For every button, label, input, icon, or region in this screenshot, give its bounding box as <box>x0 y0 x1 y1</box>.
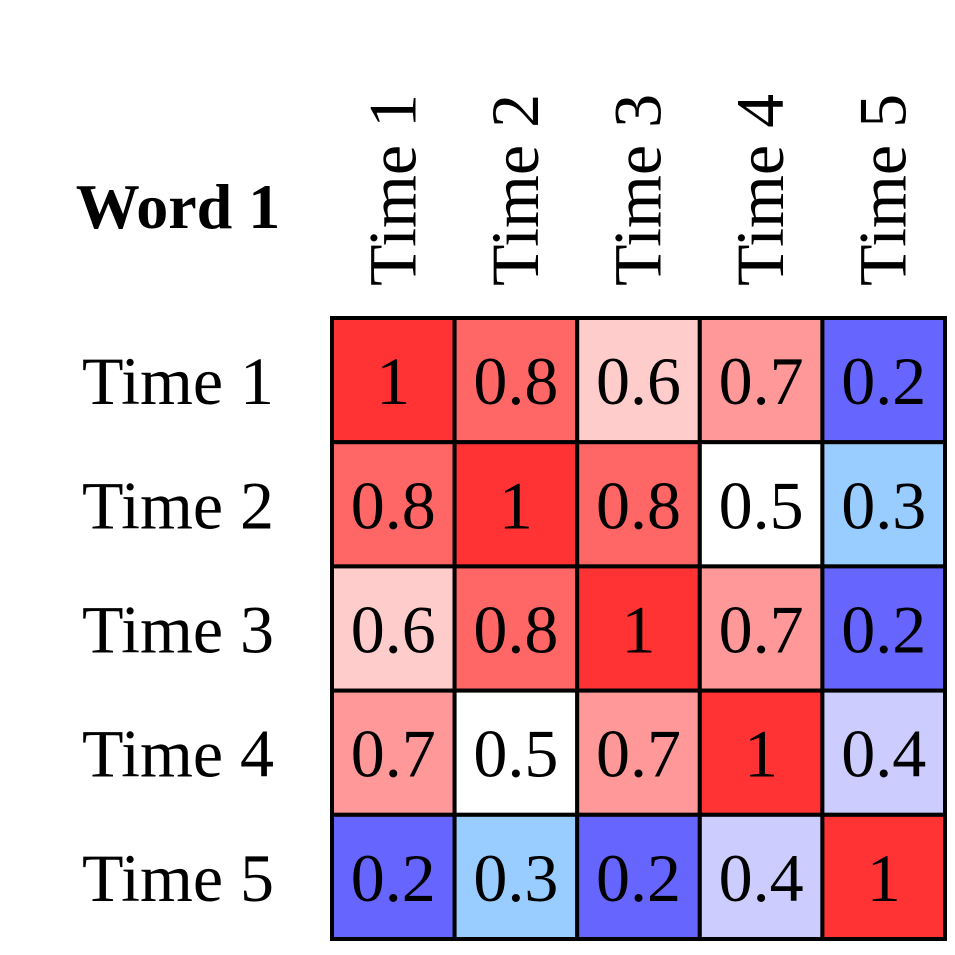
cell-value-label-r4-c4: 1 <box>744 716 778 792</box>
column-label-1: Time 1 <box>354 94 430 286</box>
column-labels: Time 1 Time 2 Time 3 Time 4 Time 5 <box>354 94 920 286</box>
cell-value-label-r5-c2: 0.3 <box>473 840 558 916</box>
heatmap-cell-r1-c2 <box>452 316 580 445</box>
cell-value-label-r5-c4: 0.4 <box>719 840 804 916</box>
column-label-2: Time 2 <box>477 94 553 286</box>
cell-value-label-r3-c1: 0.6 <box>351 592 436 668</box>
row-label-2: Time 2 <box>82 467 274 543</box>
cell-value-label-r2-c4: 0.5 <box>719 467 804 543</box>
column-label-3: Time 3 <box>600 94 676 286</box>
heatmap-cell-r3-c2 <box>452 564 580 693</box>
cell-value-label-r3-c3: 1 <box>622 592 656 668</box>
cell-value-label-r5-c1: 0.2 <box>351 840 436 916</box>
row-label-3: Time 3 <box>82 592 274 668</box>
heatmap-cell-r5-c2 <box>452 812 580 941</box>
cell-value-label-r4-c5: 0.4 <box>841 716 926 792</box>
heatmap-cell-r5-c1 <box>330 812 457 941</box>
cell-value-label-r2-c2: 1 <box>499 467 533 543</box>
heatmap-cells: 1 0.8 0.6 0.7 0.2 0.8 1 0.8 0.5 0.3 0.6 0.8 1 0.7 0.2 0… <box>330 316 948 941</box>
cell-value-label-r1-c1: 1 <box>376 343 410 419</box>
cell-value-label-r2-c3: 0.8 <box>596 467 681 543</box>
cell-value-label-r4-c2: 0.5 <box>473 716 558 792</box>
cell-value-label-r4-c1: 0.7 <box>351 716 436 792</box>
column-label-5: Time 5 <box>845 94 921 286</box>
row-labels: Time 1 Time 2 Time 3 Time 4 Time 5 <box>82 343 274 916</box>
cell-value-label-r2-c1: 0.8 <box>351 467 436 543</box>
cell-value-label-r3-c5: 0.2 <box>841 592 926 668</box>
cell-value-label-r1-c5: 0.2 <box>841 343 926 419</box>
heatmap-cell-r5-c5 <box>820 812 948 941</box>
heatmap-cell-r4-c5 <box>820 688 948 817</box>
heatmap-cell-r5-c3 <box>575 812 702 941</box>
column-label-4: Time 4 <box>722 94 798 286</box>
cell-value-label-r2-c5: 0.3 <box>841 467 926 543</box>
row-label-4: Time 4 <box>82 716 274 792</box>
cell-value-label-r1-c2: 0.8 <box>473 343 558 419</box>
heatmap-cell-r2-c3 <box>575 440 702 569</box>
cell-value-label-r1-c3: 0.6 <box>596 343 681 419</box>
heatmap-cell-r3-c4 <box>697 564 825 693</box>
cell-value-label-r3-c2: 0.8 <box>473 592 558 668</box>
heatmap-cell-r2-c1 <box>330 440 457 569</box>
heatmap-cell-r4-c4 <box>697 688 825 817</box>
cell-value-label-r5-c5: 1 <box>867 840 901 916</box>
heatmap-cell-r4-c2 <box>452 688 580 817</box>
cell-value-label-r1-c4: 0.7 <box>719 343 804 419</box>
chart-title: Word 1 <box>76 171 280 242</box>
heatmap-cell-r4-c1 <box>330 688 457 817</box>
cell-value-label-r3-c4: 0.7 <box>719 592 804 668</box>
cell-value-label-r5-c3: 0.2 <box>596 840 681 916</box>
cell-value-label-r4-c3: 0.7 <box>596 716 681 792</box>
row-label-1: Time 1 <box>82 343 274 419</box>
heatmap-cell-r2-c5 <box>820 440 948 569</box>
heatmap-cell-r1-c1 <box>330 316 457 445</box>
row-label-5: Time 5 <box>82 840 274 916</box>
